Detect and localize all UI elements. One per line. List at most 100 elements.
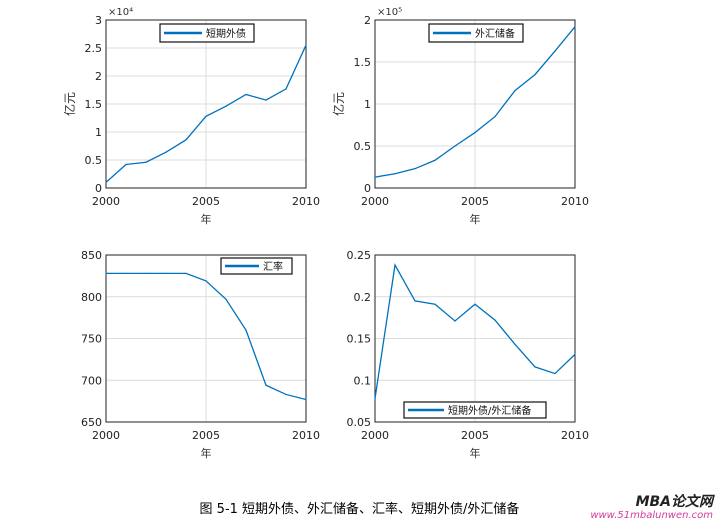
y-tick-label: 0 — [95, 182, 102, 195]
axes-box — [374, 19, 576, 189]
y-tick-label: 1 — [95, 126, 102, 139]
axes-box — [105, 254, 307, 423]
legend-box — [159, 23, 255, 43]
y-tick-label: 0.05 — [347, 416, 372, 429]
y-tick-label: 2 — [364, 14, 371, 27]
data-point — [574, 353, 576, 355]
figure-caption: 图 5-1 短期外债、外汇储备、汇率、短期外债/外汇储备 — [199, 502, 520, 517]
data-point — [125, 272, 127, 274]
data-point — [305, 398, 307, 401]
data-point — [285, 393, 287, 396]
y-tick-label: 0.25 — [347, 249, 372, 262]
data-point — [554, 50, 556, 52]
data-point — [394, 264, 396, 266]
x-tick-label: 2010 — [292, 429, 320, 442]
x-tick-label: 2010 — [561, 195, 589, 208]
data-point — [205, 115, 207, 117]
data-point — [534, 366, 536, 368]
data-point — [534, 74, 536, 76]
chart-2: 0 0.5 1 1.5 2 2000 2005 2010 年 亿元 ×10⁵ 外汇储备 — [331, 7, 589, 226]
data-point — [374, 398, 376, 400]
x-tick-label: 2010 — [292, 195, 320, 208]
chart-4: 0.05 0.1 0.15 0.2 0.25 2000 2005 2010 年 短期外债/外汇储备 — [347, 249, 590, 460]
x-tick-label: 2005 — [461, 429, 489, 442]
data-point — [414, 300, 416, 302]
y-tick-label: 2 — [95, 70, 102, 83]
data-point — [434, 159, 436, 161]
data-point — [105, 181, 107, 183]
x-tick-label: 2005 — [192, 429, 220, 442]
y-tick-label: 3 — [95, 14, 102, 27]
x-tick-label: 2005 — [192, 195, 220, 208]
watermark-url: www.51mbalunwen.com — [590, 510, 713, 521]
data-point — [434, 303, 436, 305]
x-tick-label: 2000 — [92, 429, 120, 442]
data-point — [514, 89, 516, 92]
y-tick-label: 1 — [364, 98, 371, 111]
legend-label: 汇率 — [263, 260, 283, 273]
y-tick-label: 800 — [81, 291, 102, 304]
data-point — [185, 272, 187, 274]
data-point — [454, 320, 456, 322]
data-point — [454, 145, 456, 147]
legend-label: 短期外债/外汇储备 — [448, 404, 531, 417]
x-tick-label: 2000 — [92, 195, 120, 208]
data-point — [145, 272, 147, 274]
x-tick-label: 2005 — [461, 195, 489, 208]
data-point — [165, 272, 167, 274]
data-point — [265, 99, 267, 101]
y-scale-exponent: ×10⁵ — [377, 7, 402, 18]
data-point — [165, 151, 167, 153]
data-point — [145, 161, 147, 163]
data-point — [245, 93, 247, 96]
data-point — [374, 176, 376, 178]
data-point — [265, 384, 267, 386]
axes-box — [105, 19, 307, 189]
data-point — [185, 139, 187, 141]
data-point — [105, 272, 107, 274]
y-tick-label: 850 — [81, 249, 102, 262]
y-tick-label: 650 — [81, 416, 102, 429]
y-tick-label: 750 — [81, 333, 102, 346]
y-tick-label: 0.15 — [347, 333, 372, 346]
data-point — [414, 168, 416, 170]
y-tick-label: 0.1 — [354, 374, 372, 387]
x-tick-label: 2000 — [361, 429, 389, 442]
y-tick-label: 0 — [364, 182, 371, 195]
y-tick-label: 700 — [81, 374, 102, 387]
data-point — [225, 298, 227, 300]
x-axis-label: 年 — [201, 446, 212, 460]
x-axis-label: 年 — [201, 212, 212, 226]
chart-3: 650 700 750 800 850 2000 2005 2010 年 汇率 — [81, 249, 320, 460]
data-point — [245, 329, 247, 331]
data-point — [574, 26, 576, 28]
data-point — [285, 88, 287, 90]
data-point — [474, 303, 476, 305]
data-point — [394, 173, 396, 175]
data-point — [225, 105, 227, 107]
axes-box — [374, 254, 576, 423]
y-tick-label: 1.5 — [85, 98, 103, 111]
y-axis-label: 亿元 — [331, 92, 346, 116]
watermark-logo: MBA论文网 — [635, 494, 713, 510]
y-tick-label: 0.5 — [85, 154, 103, 167]
data-point — [494, 319, 496, 321]
legend-box — [403, 401, 547, 419]
data-point — [514, 343, 516, 345]
x-axis-label: 年 — [470, 212, 481, 226]
data-point — [554, 372, 556, 375]
data-point — [125, 163, 127, 166]
data-point — [305, 44, 307, 46]
y-tick-label: 1.5 — [354, 56, 372, 69]
chart-1: 0 0.5 1 1.5 2 2.5 3 2000 2005 2010 年 亿元 ×10⁴ 短期外债 — [62, 7, 320, 226]
x-tick-label: 2010 — [561, 429, 589, 442]
data-point — [494, 116, 496, 118]
y-tick-label: 2.5 — [85, 42, 103, 55]
legend-label: 短期外债 — [206, 27, 246, 40]
y-axis-label: 亿元 — [62, 92, 77, 116]
x-axis-label: 年 — [470, 446, 481, 460]
x-tick-label: 2000 — [361, 195, 389, 208]
y-tick-label: 0.2 — [354, 291, 372, 304]
legend-box — [428, 23, 524, 43]
